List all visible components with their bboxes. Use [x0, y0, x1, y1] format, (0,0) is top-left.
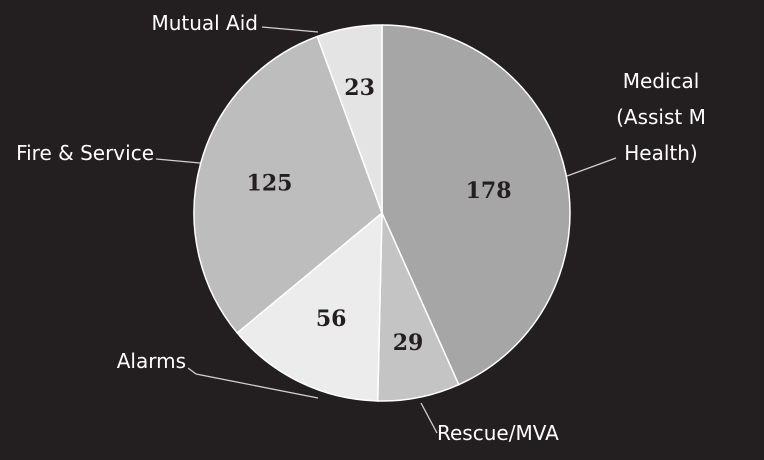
leader-line-alarms: [187, 367, 319, 399]
pie-slice-fire-service: [193, 35, 383, 334]
category-labels: Medical (Assist M Health) Rescue/MVA Alarms F…: [16, 11, 706, 445]
value-label-mutual-aid: 23: [344, 75, 375, 101]
leader-lines: [155, 26, 617, 434]
pie-slice-medical-assist-m-health: [381, 24, 571, 386]
pie-slices: [193, 24, 571, 402]
leader-line-rescue-mva: [420, 402, 438, 434]
value-label-fire-service: 125: [247, 171, 293, 197]
category-label-alarms: Alarms: [117, 349, 186, 373]
leader-line-medical-assist-m-health: [566, 157, 617, 177]
category-label-mutual-aid: Mutual Aid: [151, 11, 258, 35]
category-label-medical-assist-m-health: Medical (Assist M Health): [616, 69, 706, 165]
pie-slice-alarms: [236, 211, 383, 402]
value-label-rescue-mva: 29: [393, 330, 424, 356]
pie-slice-mutual-aid: [316, 24, 383, 214]
value-label-medical-assist-m-health: 178: [466, 178, 512, 204]
leader-line-fire-service: [155, 158, 201, 164]
category-label-fire-service: Fire & Service: [16, 141, 154, 165]
value-labels: 178 29 56 125 23: [247, 75, 512, 356]
value-label-alarms: 56: [316, 306, 347, 332]
leader-line-mutual-aid: [261, 26, 319, 33]
category-label-rescue-mva: Rescue/MVA: [437, 421, 559, 445]
